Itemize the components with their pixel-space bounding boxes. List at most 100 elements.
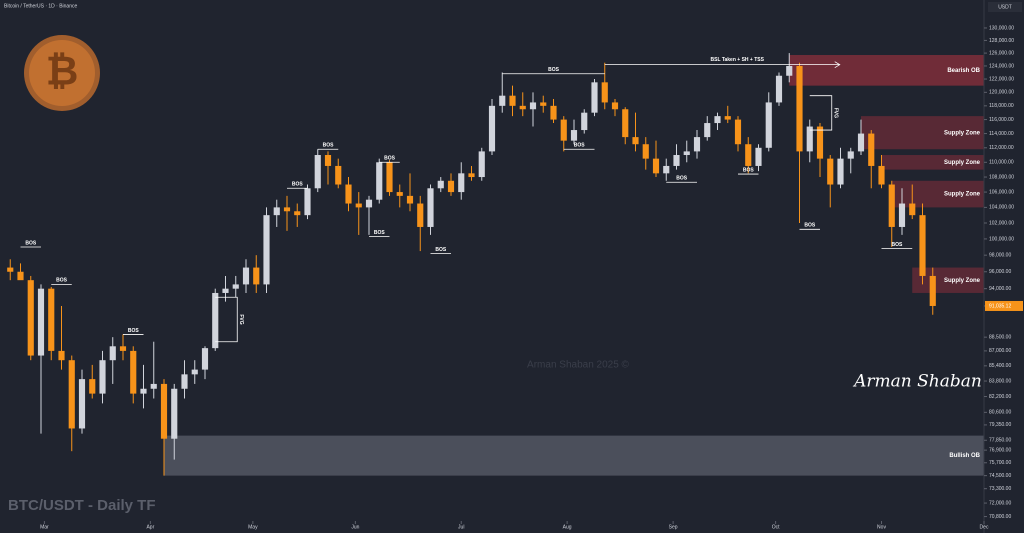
candle-body: [591, 82, 598, 113]
zone-label: Supply Zone: [944, 278, 981, 284]
y-tick-label: 88,500.00: [989, 334, 1011, 340]
candle-body: [304, 188, 311, 216]
candle-body: [540, 102, 547, 106]
candle-body: [447, 180, 455, 193]
candle-body: [417, 203, 424, 227]
candle-body: [386, 162, 393, 193]
y-tick-label: 130,000.00: [989, 25, 1014, 31]
y-tick-label: 76,900.00: [989, 447, 1011, 453]
fvg-bracket: [215, 296, 238, 343]
candle-body: [683, 151, 690, 156]
sweep-arrow: [834, 61, 841, 69]
bos-label: BOS: [128, 328, 140, 334]
y-tick-label: 114,000.00: [989, 131, 1014, 137]
y-tick-label: 73,300.00: [989, 486, 1011, 492]
x-tick-label: Nov: [877, 524, 886, 530]
zone: [164, 435, 984, 476]
header: Bitcoin / TetherUS · 1D · Binance: [4, 3, 77, 9]
candle-body: [171, 388, 178, 439]
candle-body: [48, 288, 55, 351]
fvg-label: FVG: [238, 314, 244, 324]
candle-body: [212, 292, 219, 349]
candle-body: [909, 203, 916, 216]
candle-body: [253, 267, 260, 285]
candle-body: [58, 350, 65, 361]
candle-body: [345, 184, 352, 204]
bos-label: BOS: [676, 176, 688, 182]
bos-label: BOS: [804, 223, 816, 229]
candle-body: [663, 165, 670, 174]
bos-label: BOS: [891, 242, 903, 248]
y-tick-label: 82,200.00: [989, 394, 1011, 400]
last-price-box: [985, 300, 1023, 311]
zone-label: Bearish OB: [947, 68, 980, 74]
y-tick-label: 72,000.00: [989, 500, 1011, 506]
x-tick-label: Dec: [980, 524, 989, 530]
candle-body: [704, 123, 711, 138]
candle-body: [37, 288, 45, 356]
y-tick-label: 74,500.00: [989, 473, 1011, 479]
candle-body: [78, 379, 86, 429]
y-tick-label: 77,850.00: [989, 438, 1011, 444]
candle-body: [468, 173, 475, 178]
x-tick-label: Jul: [458, 524, 464, 530]
plot-area: Bearish OB Supply Zone Supply Zone Supply Z…: [7, 53, 984, 476]
candle-body: [806, 126, 813, 152]
candle-body: [376, 162, 383, 200]
bos-label: BOS: [743, 167, 755, 173]
candle-body: [130, 350, 137, 394]
candle-body: [796, 65, 803, 152]
y-tick-label: 98,000.00: [989, 252, 1011, 258]
y-tick-label: 83,800.00: [989, 378, 1011, 384]
candle-body: [898, 203, 906, 227]
candle-body: [273, 207, 280, 216]
x-tick-label: Apr: [146, 524, 154, 530]
candle-body: [827, 158, 834, 185]
candle-body: [570, 130, 578, 141]
sweep-label: BSL Taken + SH + TSS: [711, 57, 765, 63]
y-tick-label: 100,000.00: [989, 236, 1014, 242]
last-price-label: 91,035.12: [989, 303, 1011, 309]
candle-body: [714, 116, 721, 124]
candle-body: [622, 109, 629, 138]
y-tick-label: 108,000.00: [989, 174, 1014, 180]
candle-body: [673, 155, 680, 166]
zone: [881, 155, 984, 170]
y-tick-label: 128,000.00: [989, 38, 1014, 44]
y-tick-label: 122,000.00: [989, 76, 1014, 82]
candle-body: [755, 147, 762, 166]
candle-body: [89, 379, 96, 394]
candle-body: [7, 267, 14, 272]
y-tick-label: 106,000.00: [989, 189, 1014, 195]
candle-body: [324, 155, 332, 166]
x-tick-label: Sep: [669, 524, 678, 530]
candle-body: [745, 144, 752, 166]
candle-body: [601, 82, 608, 103]
candle-body: [99, 360, 106, 394]
y-tick-label: 102,000.00: [989, 220, 1014, 226]
candle-body: [550, 105, 557, 120]
svg-text:₿: ₿: [46, 50, 79, 94]
candle-body: [263, 215, 270, 285]
candle-body: [775, 75, 783, 103]
x-tick-label: May: [248, 524, 258, 530]
candle-body: [314, 155, 321, 189]
zone-label: Supply Zone: [944, 160, 981, 166]
candle-body: [109, 346, 116, 361]
candle-body: [488, 105, 496, 152]
zone: [891, 180, 984, 208]
candle-body: [529, 102, 537, 110]
candle-body: [27, 280, 34, 356]
zone: [861, 116, 984, 150]
fvg-bracket: [809, 95, 833, 131]
candle-body: [857, 133, 865, 152]
candle-body: [242, 267, 250, 285]
candle-body: [294, 211, 301, 216]
y-tick-label: 126,000.00: [989, 50, 1014, 56]
y-tick-label: 85,400.00: [989, 363, 1011, 369]
x-tick-label: Oct: [772, 524, 780, 530]
candle-body: [868, 133, 875, 166]
y-tick-label: 79,350.00: [989, 422, 1011, 428]
currency-label: USDT: [998, 4, 1012, 10]
